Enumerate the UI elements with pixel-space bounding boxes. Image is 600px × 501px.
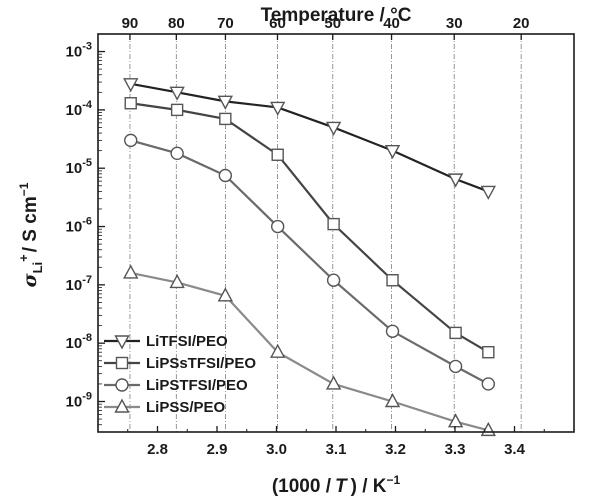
data-point-circle xyxy=(448,359,463,374)
legend-item: LiPSsTFSI/PEO xyxy=(104,355,256,372)
series-line xyxy=(130,102,489,354)
top-tick-label: 40 xyxy=(383,15,400,32)
data-point-circle xyxy=(218,168,233,183)
data-point-circle xyxy=(326,273,341,287)
data-point-square xyxy=(327,217,340,231)
data-point-triangle-up xyxy=(114,398,130,413)
legend-label: LiTFSI/PEO xyxy=(146,333,228,350)
series-line xyxy=(130,139,489,385)
x-axis-title-suffix: ) / K xyxy=(351,476,387,497)
y-axis-title: σLi+ / S cm−1 xyxy=(16,182,45,287)
legend-item: LiPSTFSI/PEO xyxy=(104,377,248,394)
y-tick-label: 10-7 xyxy=(66,274,92,294)
y-tick-label: 10-3 xyxy=(66,41,92,61)
data-point-triangle-up xyxy=(384,393,401,408)
data-point-triangle-down xyxy=(169,86,185,101)
data-point-triangle-up xyxy=(123,264,139,279)
data-point-triangle-down xyxy=(384,144,401,160)
data-point-circle xyxy=(481,377,496,391)
y-tick-label: 10-9 xyxy=(66,391,92,411)
x-tick-label: 3.1 xyxy=(326,441,347,458)
series-1 xyxy=(123,78,496,200)
x-tick-label: 2.8 xyxy=(147,441,168,458)
left-axis: 10-9 10-8 10-7 10-6 10-5 10-4 10-3 xyxy=(66,41,105,426)
y-tick-label: 10-6 xyxy=(66,216,92,236)
legend-item: LiTFSI/PEO xyxy=(104,333,228,350)
top-axis: 90 80 70 60 50 40 30 20 xyxy=(122,15,530,40)
x-axis-title-var: T xyxy=(335,476,348,497)
y-axis-title-sup2: −1 xyxy=(17,182,31,196)
top-axis-title: Temperature / °C xyxy=(261,5,412,26)
series-line xyxy=(130,82,489,193)
top-tick-label: 70 xyxy=(217,15,234,32)
top-tick-label: 80 xyxy=(168,15,185,32)
legend: LiTFSI/PEO LiPSsTFSI/PEO LiPSTFSI/PEO LiPSS… xyxy=(104,333,256,416)
data-point-square xyxy=(115,356,129,370)
data-point-circle xyxy=(385,324,400,338)
data-point-triangle-up xyxy=(217,287,234,302)
legend-label: LiPSsTFSI/PEO xyxy=(146,355,256,372)
legend-item: LiPSS/PEO xyxy=(104,398,226,416)
top-tick-label: 30 xyxy=(446,15,463,32)
series-2 xyxy=(124,97,495,359)
y-axis-title-sub: Li xyxy=(30,262,45,274)
data-point-circle xyxy=(115,378,129,392)
y-tick-label: 10-4 xyxy=(66,99,93,119)
series-3 xyxy=(124,133,496,391)
data-point-triangle-up xyxy=(270,343,286,358)
x-axis-title: (1000 /T) / K−1 xyxy=(272,473,401,497)
data-point-triangle-down xyxy=(123,78,139,93)
data-point-square xyxy=(386,274,399,287)
series-line xyxy=(130,271,489,432)
legend-label: LiPSS/PEO xyxy=(146,399,226,416)
top-tick-label: 90 xyxy=(122,15,139,32)
data-point-square xyxy=(482,346,495,359)
y-tick-label: 10-8 xyxy=(66,332,92,352)
top-tick-label: 50 xyxy=(324,15,341,32)
data-point-triangle-down xyxy=(114,335,130,350)
top-tick-label: 60 xyxy=(269,15,286,32)
data-point-square xyxy=(170,103,184,117)
x-tick-label: 3.4 xyxy=(504,441,526,458)
y-axis-title-symbol: σ xyxy=(19,272,41,287)
x-axis-title-prefix: (1000 / xyxy=(272,476,332,497)
x-tick-label: 3.0 xyxy=(266,441,287,458)
y-axis-title-sup: + xyxy=(16,254,31,262)
y-tick-label: 10-5 xyxy=(66,157,92,177)
data-point-triangle-down xyxy=(217,95,234,110)
data-point-square xyxy=(449,326,462,340)
data-point-circle xyxy=(124,133,138,148)
data-point-square xyxy=(124,97,137,110)
top-tick-label: 20 xyxy=(513,15,530,32)
data-point-circle xyxy=(270,219,285,234)
x-tick-label: 2.9 xyxy=(207,441,228,458)
data-point-square xyxy=(271,148,284,161)
data-point-square xyxy=(219,112,232,126)
data-point-triangle-down xyxy=(447,173,464,188)
data-point-triangle-up xyxy=(169,273,185,289)
data-point-triangle-up xyxy=(325,375,342,390)
x-axis-title-sup: −1 xyxy=(386,473,400,487)
data-point-triangle-down xyxy=(480,185,496,200)
y-axis-title-rest: / S cm xyxy=(20,196,41,252)
data-point-triangle-down xyxy=(270,101,286,116)
plot-frame xyxy=(97,33,575,433)
x-tick-label: 3.2 xyxy=(385,441,406,458)
legend-label: LiPSTFSI/PEO xyxy=(146,377,248,394)
data-point-circle xyxy=(170,146,184,161)
bottom-axis: 2.8 2.9 3.0 3.1 3.2 3.3 3.4 xyxy=(127,426,545,458)
data-point-triangle-down xyxy=(325,121,342,136)
x-tick-label: 3.3 xyxy=(445,441,466,458)
